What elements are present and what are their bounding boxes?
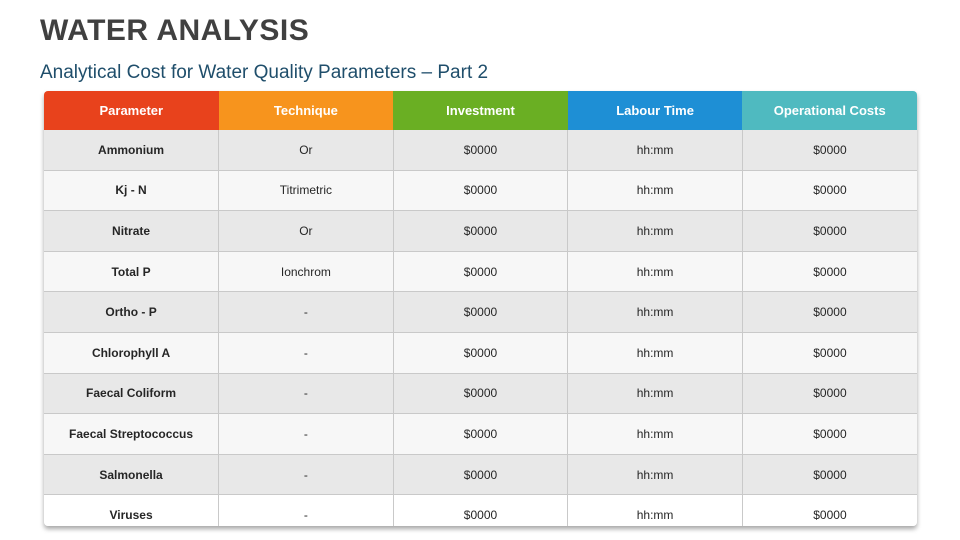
cell-parameter: Kj - N <box>44 170 220 212</box>
table-row: Total P Ionchrom $0000 hh:mm $0000 <box>44 251 917 293</box>
cell-parameter: Faecal Streptococcus <box>44 413 220 455</box>
cell-technique: Ionchrom <box>218 251 394 293</box>
cell-operational-costs: $0000 <box>742 454 917 496</box>
cell-labour-time: hh:mm <box>567 454 743 496</box>
slide-subtitle: Analytical Cost for Water Quality Parame… <box>40 62 489 83</box>
cell-technique: - <box>218 291 394 333</box>
table-header-row: Parameter Technique Investment Labour Ti… <box>44 91 917 130</box>
cost-table-container: Parameter Technique Investment Labour Ti… <box>44 91 917 526</box>
cell-operational-costs: $0000 <box>742 251 917 293</box>
table-row: Nitrate Or $0000 hh:mm $0000 <box>44 210 917 252</box>
cell-parameter: Viruses <box>44 494 220 526</box>
cell-parameter: Faecal Coliform <box>44 373 220 415</box>
cost-table: Parameter Technique Investment Labour Ti… <box>44 91 917 526</box>
cell-investment: $0000 <box>393 373 569 415</box>
cell-investment: $0000 <box>393 454 569 496</box>
cell-investment: $0000 <box>393 130 569 171</box>
cell-investment: $0000 <box>393 332 569 374</box>
cell-technique: Or <box>218 210 394 252</box>
header-labour-time: Labour Time <box>567 91 743 130</box>
cell-parameter: Total P <box>44 251 220 293</box>
table-row: Ortho - P - $0000 hh:mm $0000 <box>44 291 917 333</box>
cell-parameter: Ortho - P <box>44 291 220 333</box>
cell-labour-time: hh:mm <box>567 170 743 212</box>
cell-investment: $0000 <box>393 210 569 252</box>
header-investment: Investment <box>393 91 568 130</box>
cell-labour-time: hh:mm <box>567 373 743 415</box>
cell-operational-costs: $0000 <box>742 130 917 171</box>
cell-parameter: Chlorophyll A <box>44 332 220 374</box>
cell-technique: - <box>218 332 394 374</box>
cell-technique: Or <box>218 130 394 171</box>
table-row: Ammonium Or $0000 hh:mm $0000 <box>44 130 917 171</box>
cell-investment: $0000 <box>393 413 569 455</box>
cell-operational-costs: $0000 <box>742 413 917 455</box>
cell-labour-time: hh:mm <box>567 332 743 374</box>
cell-operational-costs: $0000 <box>742 494 917 526</box>
cell-technique: - <box>218 494 394 526</box>
cell-labour-time: hh:mm <box>567 413 743 455</box>
cell-operational-costs: $0000 <box>742 332 917 374</box>
table-row: Salmonella - $0000 hh:mm $0000 <box>44 454 917 496</box>
cell-labour-time: hh:mm <box>567 291 743 333</box>
cell-technique: - <box>218 413 394 455</box>
cell-parameter: Salmonella <box>44 454 220 496</box>
cell-technique: Titrimetric <box>218 170 394 212</box>
table-row: Chlorophyll A - $0000 hh:mm $0000 <box>44 332 917 374</box>
table-row: Faecal Coliform - $0000 hh:mm $0000 <box>44 373 917 415</box>
cell-operational-costs: $0000 <box>742 210 917 252</box>
cell-parameter: Nitrate <box>44 210 220 252</box>
cell-labour-time: hh:mm <box>567 251 743 293</box>
cell-investment: $0000 <box>393 251 569 293</box>
cell-operational-costs: $0000 <box>742 291 917 333</box>
header-technique: Technique <box>218 91 394 130</box>
cell-investment: $0000 <box>393 291 569 333</box>
cell-investment: $0000 <box>393 170 569 212</box>
table-row: Viruses - $0000 hh:mm $0000 <box>44 494 917 526</box>
cell-operational-costs: $0000 <box>742 373 917 415</box>
cell-parameter: Ammonium <box>44 130 220 171</box>
table-row: Faecal Streptococcus - $0000 hh:mm $0000 <box>44 413 917 455</box>
cell-operational-costs: $0000 <box>742 170 917 212</box>
cell-labour-time: hh:mm <box>567 130 743 171</box>
header-operational-costs: Operational Costs <box>742 91 917 130</box>
cell-technique: - <box>218 454 394 496</box>
cell-labour-time: hh:mm <box>567 210 743 252</box>
table-row: Kj - N Titrimetric $0000 hh:mm $0000 <box>44 170 917 212</box>
cell-technique: - <box>218 373 394 415</box>
cell-labour-time: hh:mm <box>567 494 743 526</box>
cell-investment: $0000 <box>393 494 569 526</box>
slide-title: WATER ANALYSIS <box>40 14 310 47</box>
header-parameter: Parameter <box>44 91 219 130</box>
